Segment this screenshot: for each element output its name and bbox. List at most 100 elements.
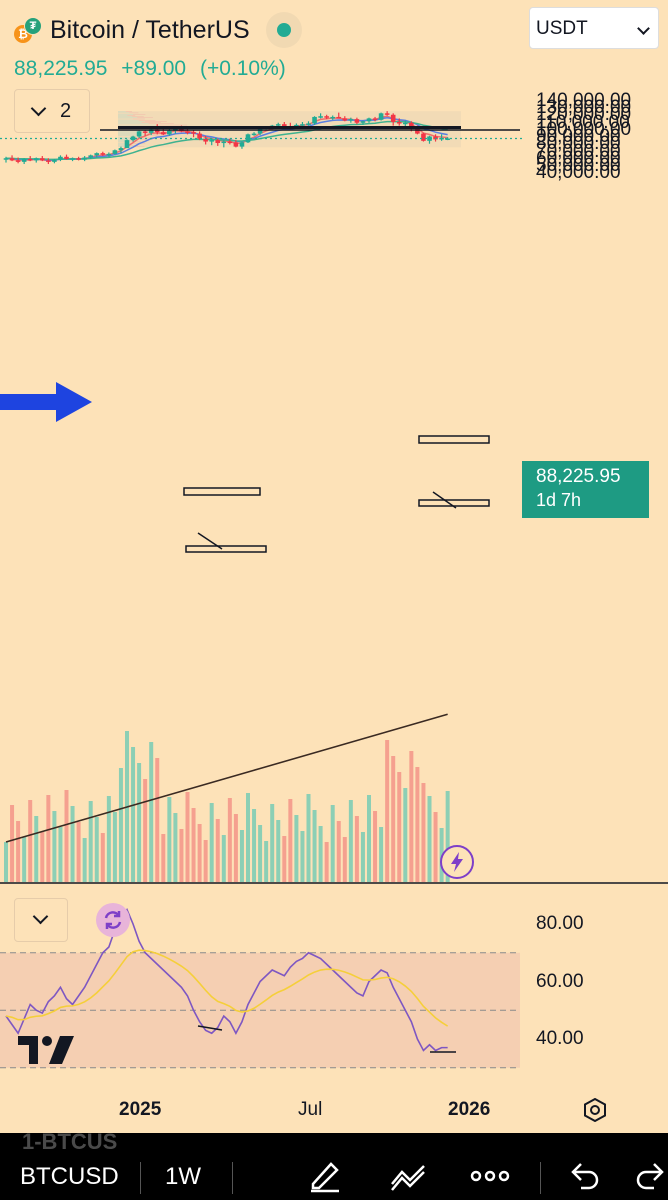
market-status-icon[interactable] [265, 12, 302, 48]
candle-body [58, 156, 63, 160]
candle-body [3, 158, 9, 160]
candle-body [185, 131, 190, 133]
flash-icon[interactable] [440, 845, 474, 879]
chevron-down-icon [32, 908, 49, 925]
volume-bar [94, 817, 99, 882]
gear-icon[interactable] [583, 1097, 607, 1123]
volume-bar [385, 740, 390, 882]
symbol-header[interactable]: ₿ ₮ Bitcoin / TetherUS [14, 12, 302, 48]
candle-body [27, 158, 33, 161]
candle-body [239, 142, 245, 147]
redo-icon[interactable] [630, 1158, 668, 1194]
candle-body [124, 140, 130, 149]
price-axis-label: 40,000.00 [536, 162, 621, 184]
candle-body [275, 124, 281, 126]
candle-body [94, 153, 100, 156]
indicator-count: 2 [59, 99, 72, 122]
candle-body [106, 153, 112, 156]
rsi-divergence-line [197, 1025, 223, 1031]
candle-body [336, 116, 342, 119]
indicators-toggle-button[interactable]: 2 [14, 89, 90, 133]
candle-body [348, 119, 354, 121]
price-axis-label: 130,000.00 [536, 97, 632, 119]
time-label-jul: Jul [298, 1099, 323, 1120]
support-box [418, 499, 490, 507]
tradingview-logo [18, 1034, 76, 1066]
candle-body [415, 128, 420, 134]
candle-body [46, 160, 51, 162]
price-axis-label: 70,000.00 [536, 140, 621, 162]
volume-bar [161, 834, 166, 882]
candle-body [312, 116, 317, 124]
currency-value: USDT [536, 18, 588, 39]
volume-bar [300, 831, 305, 882]
rsi-collapse-button[interactable] [14, 898, 68, 942]
undo-icon[interactable] [565, 1158, 605, 1194]
volume-bar [106, 796, 111, 882]
volume-bar [373, 811, 378, 882]
candle-body [251, 133, 257, 136]
last-price: 88,225.95 [14, 57, 108, 80]
draw-icon[interactable] [305, 1158, 345, 1194]
candle-body [142, 131, 148, 133]
volume-bar [318, 826, 323, 882]
chevron-down-icon [30, 100, 47, 116]
last-price-tag: 88,225.95 1d 7h [522, 461, 649, 518]
arrow-annotation [0, 382, 92, 422]
toolbar-divider [140, 1162, 141, 1194]
volume-bar [137, 763, 142, 882]
refresh-icon[interactable] [96, 903, 130, 937]
symbol-button[interactable]: BTCUSD [20, 1163, 119, 1190]
candle-body [282, 124, 287, 127]
indicators-icon[interactable] [388, 1158, 428, 1194]
rsi-ma-line [5, 949, 449, 1027]
volume-bar [131, 747, 136, 882]
candle-body [130, 136, 136, 141]
interval-button[interactable]: 1W [165, 1163, 201, 1190]
candle-body [360, 121, 366, 123]
volume-bar [306, 794, 311, 882]
volume-bar [227, 798, 232, 882]
candle-body [227, 141, 233, 144]
time-label-2025: 2025 [119, 1099, 162, 1120]
candle-body [384, 113, 390, 115]
candle-body [21, 158, 27, 162]
volume-bar [246, 793, 250, 882]
candle-body [136, 131, 142, 137]
price-change-pct: (+0.10%) [199, 57, 286, 80]
candle-body [203, 138, 208, 142]
time-label-2026: 2026 [448, 1099, 491, 1120]
candle-body [306, 123, 311, 125]
volume-bar [264, 841, 269, 882]
candle-body [118, 148, 124, 151]
price-axis-label: 100,000.00 [536, 118, 632, 140]
volume-bar [282, 836, 287, 882]
volume-bar [403, 788, 408, 882]
volume-bar [203, 840, 208, 882]
volume-bar [258, 825, 263, 882]
candle-body [366, 118, 372, 122]
volume-bar [143, 779, 148, 882]
rsi-axis-label: 80.00 [536, 913, 584, 934]
volume-bar [445, 791, 450, 882]
candle-body [52, 159, 57, 162]
price-change: +89.00 [121, 57, 187, 80]
candle-body [100, 153, 106, 155]
candle-body [378, 113, 384, 120]
candle-body [390, 114, 396, 123]
volume-bar [118, 768, 123, 882]
more-icon[interactable] [470, 1158, 510, 1194]
candle-body [64, 156, 69, 159]
candle-body [191, 132, 196, 134]
trend-line [432, 491, 457, 509]
candle-body [354, 119, 360, 123]
symbol-title[interactable]: Bitcoin / TetherUS [50, 15, 250, 44]
candle-body [318, 116, 323, 118]
volume-bar [197, 824, 202, 882]
currency-select[interactable]: USDT [529, 7, 659, 49]
volume-bar [330, 805, 335, 882]
volume-bar [379, 827, 384, 882]
price-axis-label: 110,000.00 [536, 111, 630, 133]
